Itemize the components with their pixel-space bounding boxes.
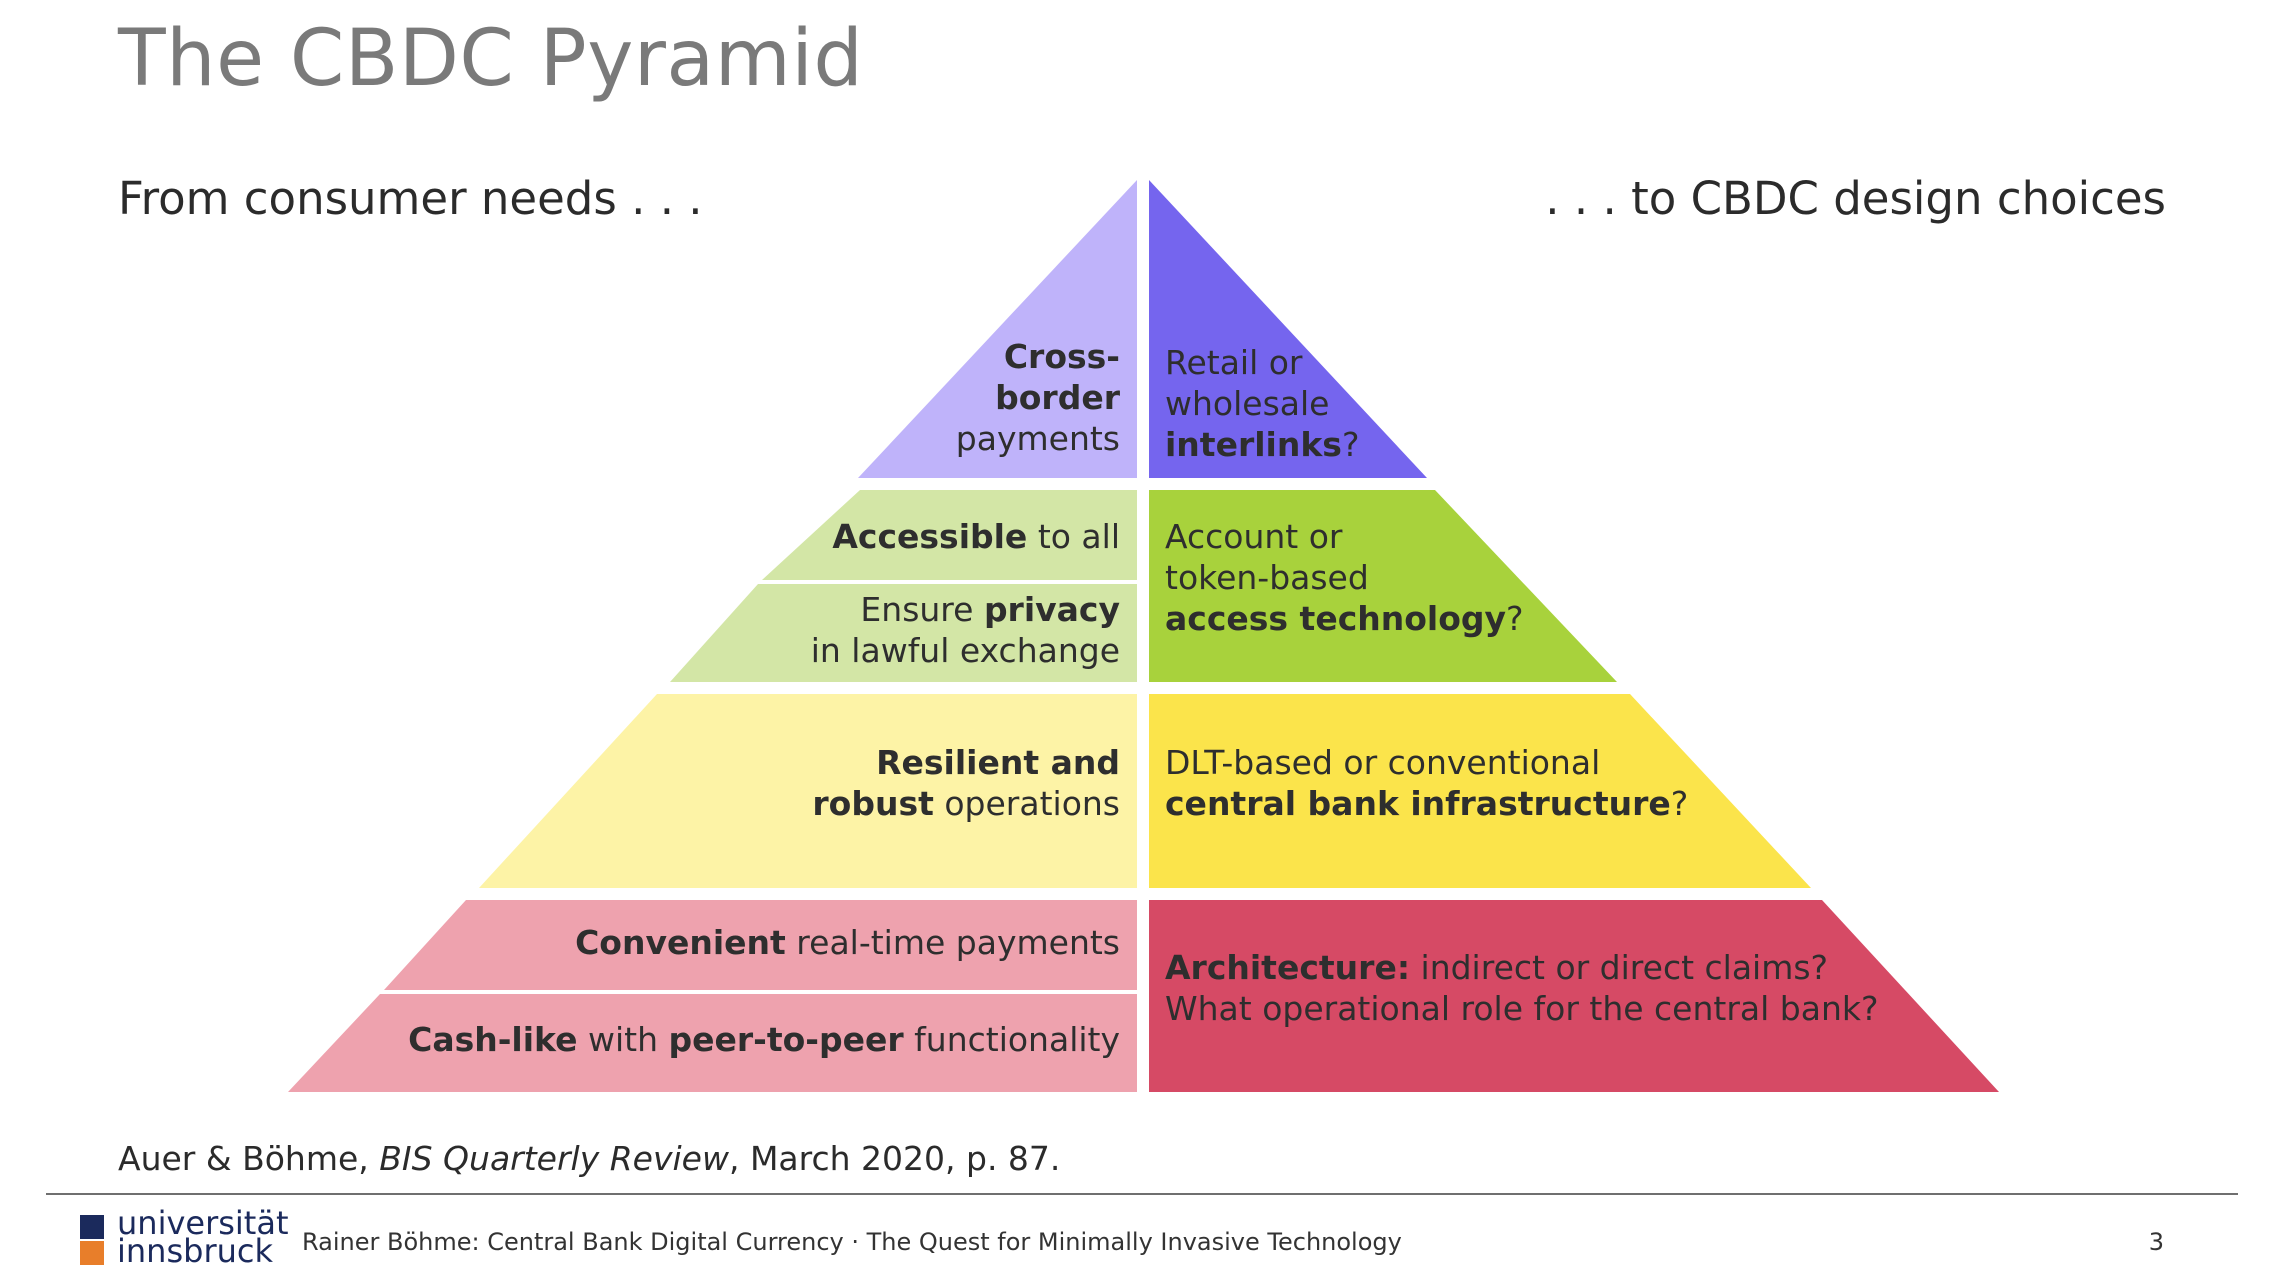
tier2-needs-privacy: Ensure privacy in lawful exchange	[811, 589, 1120, 671]
tier1-choice-label: Retail or wholesale interlinks?	[1165, 342, 1359, 465]
tier3-needs-label: Resilient and robust operations	[812, 742, 1120, 824]
tier2-privacy-bold: privacy	[983, 590, 1120, 629]
tier4-choice-bold: Architecture:	[1165, 948, 1411, 987]
tier2-choice-line1: Account or	[1165, 517, 1343, 556]
tier1-needs-text: payments	[955, 419, 1120, 458]
logo-text-line2: innsbruck	[117, 1232, 273, 1270]
tier4-convenient-text: real-time payments	[785, 923, 1120, 962]
tier3-choice-bold: central bank infrastructure	[1165, 784, 1671, 823]
tier4-convenient-bold: Convenient	[575, 923, 786, 962]
tier1-left-segment	[858, 180, 1137, 478]
tier2-privacy-text1: Ensure	[860, 590, 984, 629]
tier4-cashlike-bold2: peer-to-peer	[668, 1020, 904, 1059]
footer-divider	[46, 1193, 2238, 1195]
tier3-needs-text: operations	[933, 784, 1120, 823]
tier1-choice-line1: Retail or	[1165, 343, 1303, 382]
page-number: 3	[2148, 1228, 2164, 1256]
tier1-choice-question: ?	[1341, 425, 1360, 464]
tier2-left-upper-segment	[762, 490, 1137, 580]
tier1-needs-bold1: Cross-	[1003, 337, 1120, 376]
tier1-needs-label: Cross- border payments	[956, 336, 1120, 459]
logo-orange-square	[80, 1241, 104, 1265]
tier4-cashlike-bold1: Cash-like	[408, 1020, 578, 1059]
tier4-right-segment	[1149, 900, 1999, 1092]
tier3-choice-label: DLT-based or conventional central bank i…	[1165, 742, 1688, 824]
heading-design-choices: . . . to CBDC design choices	[1545, 172, 2166, 225]
tier2-privacy-text2: in lawful exchange	[810, 631, 1120, 670]
tier3-needs-bold2: robust	[812, 784, 934, 823]
tier4-left-lower-segment	[288, 994, 1137, 1092]
tier4-choice-text2: What operational role for the central ba…	[1165, 989, 1879, 1028]
tier2-right-segment	[1149, 490, 1617, 682]
tier1-choice-line2: wholesale	[1165, 384, 1330, 423]
tier4-choice-text1: indirect or direct claims?	[1410, 948, 1829, 987]
footer-text: Rainer Böhme: Central Bank Digital Curre…	[302, 1228, 1402, 1256]
tier2-needs-accessible: Accessible to all	[832, 516, 1120, 557]
tier3-choice-line1: DLT-based or conventional	[1165, 743, 1601, 782]
tier2-accessible-bold: Accessible	[832, 517, 1028, 556]
tier2-accessible-text: to all	[1027, 517, 1120, 556]
slide-title: The CBDC Pyramid	[118, 14, 864, 104]
citation: Auer & Böhme, BIS Quarterly Review, Marc…	[118, 1139, 1060, 1178]
tier4-cashlike-text2: functionality	[903, 1020, 1120, 1059]
tier1-right-segment	[1149, 180, 1427, 478]
tier2-choice-bold: access technology	[1165, 599, 1507, 638]
tier1-needs-bold2: border	[995, 378, 1120, 417]
tier4-choice-label: Architecture: indirect or direct claims?…	[1165, 947, 1878, 1029]
tier3-choice-question: ?	[1670, 784, 1689, 823]
tier2-choice-question: ?	[1506, 599, 1524, 638]
citation-journal: BIS Quarterly Review	[379, 1139, 729, 1178]
tier4-left-upper-segment	[384, 900, 1137, 990]
citation-authors: Auer & Böhme,	[118, 1139, 380, 1178]
tier1-choice-bold: interlinks	[1165, 425, 1342, 464]
logo-text-line1: universität	[117, 1204, 289, 1242]
tier3-right-segment	[1149, 694, 1811, 888]
tier2-choice-line2: token-based	[1165, 558, 1369, 597]
heading-consumer-needs: From consumer needs . . .	[118, 172, 703, 225]
tier4-needs-convenient: Convenient real-time payments	[575, 922, 1120, 963]
tier2-left-lower-segment	[670, 584, 1137, 682]
citation-details: , March 2020, p. 87.	[728, 1139, 1061, 1178]
university-logo: universität innsbruck	[80, 1207, 289, 1270]
logo-blue-square	[80, 1215, 104, 1239]
tier4-cashlike-text1: with	[577, 1020, 669, 1059]
tier4-needs-cashlike: Cash-like with peer-to-peer functionalit…	[408, 1019, 1120, 1060]
tier2-choice-label: Account or token-based access technology…	[1165, 516, 1524, 639]
tier3-needs-bold1: Resilient and	[876, 743, 1120, 782]
tier3-left-segment	[479, 694, 1137, 888]
